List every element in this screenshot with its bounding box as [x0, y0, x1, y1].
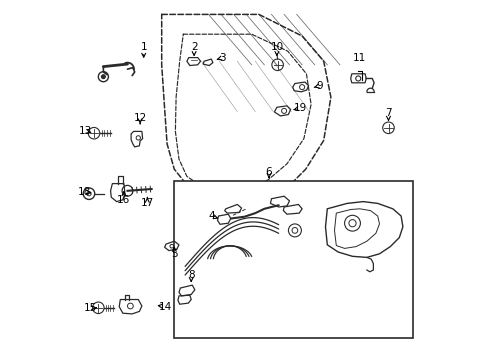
Text: 2: 2 [190, 42, 197, 52]
Text: 16: 16 [117, 195, 130, 205]
Text: 12: 12 [133, 113, 146, 123]
Text: 10: 10 [270, 42, 283, 52]
Bar [174, 181, 412, 338]
Text: 18: 18 [78, 186, 91, 197]
Text: 17: 17 [141, 198, 154, 208]
Text: 1: 1 [140, 42, 147, 52]
Text: 9: 9 [316, 81, 323, 91]
Text: 19: 19 [293, 103, 306, 113]
Text: 4: 4 [207, 211, 214, 221]
Text: 11: 11 [352, 53, 366, 63]
Text: 15: 15 [83, 303, 97, 313]
Circle shape [102, 75, 105, 78]
Text: 8: 8 [187, 270, 194, 280]
Text: 13: 13 [78, 126, 91, 136]
Text: 3: 3 [219, 53, 226, 63]
Text: 5: 5 [171, 249, 177, 259]
Text: 6: 6 [265, 167, 272, 177]
Text: 14: 14 [158, 302, 172, 312]
Text: 7: 7 [385, 108, 391, 118]
